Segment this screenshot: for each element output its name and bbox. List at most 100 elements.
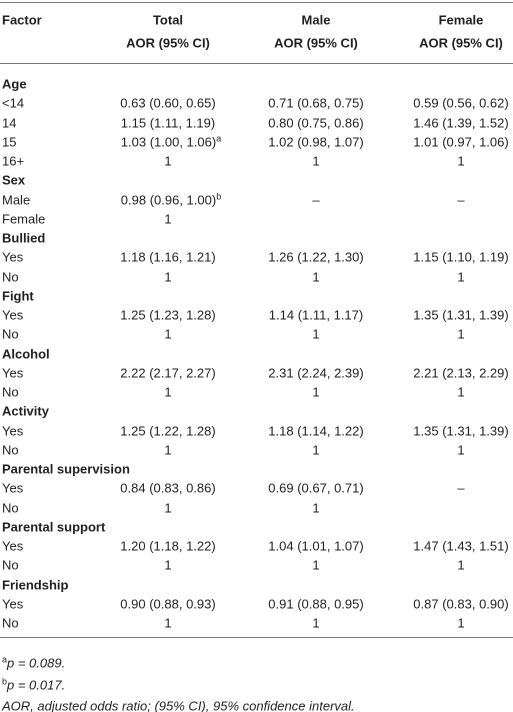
header-subtitle: AOR (95% CI) bbox=[274, 35, 358, 51]
cell-value: 2.21 (2.13, 2.29) bbox=[413, 365, 509, 381]
header-rule bbox=[0, 63, 513, 64]
cell-value: 1 bbox=[164, 269, 172, 284]
footnote: AOR, adjusted odds ratio; (95% CI), 95% … bbox=[2, 700, 355, 712]
cell-value: 1.15 (1.10, 1.19) bbox=[413, 249, 509, 265]
row-label: No bbox=[2, 442, 19, 458]
cell-value: 1 bbox=[457, 557, 465, 573]
cell-value: 1 bbox=[164, 384, 172, 400]
row-label: 14 bbox=[2, 115, 17, 130]
group-name: Parental support bbox=[2, 519, 106, 535]
cell-value: 1.01 (0.97, 1.06) bbox=[413, 134, 509, 150]
group-name: Friendship bbox=[2, 577, 69, 592]
cell-value: 1.26 (1.22, 1.30) bbox=[268, 249, 364, 265]
cell-value: 0.91 (0.88, 0.95) bbox=[268, 596, 364, 612]
footnote-mark: a bbox=[2, 654, 8, 665]
cell-value: 0.84 (0.83, 0.86) bbox=[120, 480, 216, 496]
cell-value: 1 bbox=[312, 615, 320, 631]
footnote-text: AOR, adjusted odds ratio; (95% CI), 95% … bbox=[2, 698, 355, 712]
cell-value: 1.25 (1.23, 1.28) bbox=[120, 307, 216, 323]
cell-value: 1 bbox=[164, 557, 172, 573]
cell-value: 1.47 (1.43, 1.51) bbox=[413, 538, 509, 554]
cell-value: 1.15 (1.11, 1.19) bbox=[120, 115, 216, 130]
cell-value: 1.14 (1.11, 1.17) bbox=[268, 307, 364, 323]
cell-value: 1.18 (1.16, 1.21) bbox=[120, 249, 216, 265]
cell-value: 2.31 (2.24, 2.39) bbox=[268, 365, 364, 381]
cell-value: 1.35 (1.31, 1.39) bbox=[413, 307, 509, 323]
group-name: Bullied bbox=[2, 230, 46, 246]
cell-value: – bbox=[457, 192, 465, 207]
footnote: ap = 0.089. bbox=[2, 654, 66, 671]
cell-value: 1 bbox=[164, 211, 172, 227]
row-label: Yes bbox=[2, 596, 24, 612]
row-label: 16+ bbox=[2, 153, 25, 169]
cell-value: 1 bbox=[164, 442, 172, 458]
cell-value: 2.22 (2.17, 2.27) bbox=[120, 365, 216, 381]
cell-value: – bbox=[312, 192, 320, 207]
cell-value: 0.87 (0.83, 0.90) bbox=[413, 596, 509, 612]
row-label: 15 bbox=[2, 134, 17, 150]
cell-value: 1 bbox=[312, 500, 320, 515]
row-label: Yes bbox=[2, 365, 24, 381]
cell-value: 1 bbox=[312, 326, 320, 342]
row-label: Female bbox=[2, 211, 46, 227]
cell-value: 0.59 (0.56, 0.62) bbox=[413, 95, 509, 111]
cell-text: 1.03 (1.00, 1.06) bbox=[120, 134, 217, 150]
cell-value: 0.90 (0.88, 0.93) bbox=[120, 596, 216, 612]
footnote-mark: b bbox=[2, 676, 8, 687]
cell-value: 0.69 (0.67, 0.71) bbox=[268, 480, 364, 496]
footnote-text: p = 0.017. bbox=[7, 677, 66, 693]
bottom-rule bbox=[0, 637, 513, 638]
cell-value: 1.20 (1.18, 1.22) bbox=[120, 538, 216, 554]
cell-value: 1 bbox=[312, 442, 320, 458]
cell-value: 0.71 (0.68, 0.75) bbox=[268, 95, 364, 111]
cell-value: 1.18 (1.14, 1.22) bbox=[268, 423, 364, 438]
row-label: No bbox=[2, 269, 19, 284]
cell-value: 1 bbox=[457, 269, 465, 284]
row-label: No bbox=[2, 384, 19, 400]
group-name: Age bbox=[2, 76, 27, 92]
footnote-text: p = 0.089. bbox=[7, 655, 66, 671]
cell-value: 1 bbox=[312, 384, 320, 400]
header-column: Total bbox=[152, 12, 184, 28]
cell-value: 0.80 (0.75, 0.86) bbox=[268, 115, 364, 130]
cell-value: – bbox=[457, 480, 465, 496]
row-label: Yes bbox=[2, 423, 24, 438]
cell-value: 1.03 (1.00, 1.06)a bbox=[120, 134, 221, 150]
header-column: Male bbox=[301, 12, 331, 28]
cell-value: 1.25 (1.22, 1.28) bbox=[120, 423, 216, 438]
header-subtitle: AOR (95% CI) bbox=[419, 35, 503, 51]
cell-value: 1 bbox=[457, 442, 465, 458]
row-label: <14 bbox=[2, 95, 25, 111]
header-factor: Factor bbox=[2, 12, 42, 28]
row-label: No bbox=[2, 615, 19, 631]
row-label: Male bbox=[2, 192, 31, 207]
row-label: No bbox=[2, 500, 19, 515]
group-name: Activity bbox=[2, 403, 49, 419]
row-label: Yes bbox=[2, 480, 24, 496]
row-label: No bbox=[2, 326, 19, 342]
cell-value: 0.98 (0.96, 1.00)b bbox=[120, 191, 222, 207]
cell-value: 1 bbox=[457, 326, 465, 342]
group-name: Alcohol bbox=[2, 346, 50, 361]
cell-value: 1.46 (1.39, 1.52) bbox=[413, 115, 509, 130]
cell-text: 0.98 (0.96, 1.00) bbox=[120, 192, 217, 207]
cell-value: 1 bbox=[164, 500, 172, 515]
group-name: Sex bbox=[2, 172, 26, 188]
cell-value: 1 bbox=[312, 153, 320, 169]
row-label: Yes bbox=[2, 249, 24, 265]
header-column: Female bbox=[438, 12, 484, 28]
cell-value: 1.04 (1.01, 1.07) bbox=[268, 538, 364, 554]
top-rule bbox=[0, 2, 513, 3]
cell-value: 1.02 (0.98, 1.07) bbox=[268, 134, 364, 150]
cell-value: 1 bbox=[164, 326, 172, 342]
cell-value: 1.35 (1.31, 1.39) bbox=[413, 423, 509, 438]
cell-value: 1 bbox=[457, 384, 465, 400]
cell-value: 0.63 (0.60, 0.65) bbox=[120, 95, 216, 111]
cell-value: 1 bbox=[164, 153, 172, 169]
row-label: No bbox=[2, 557, 19, 573]
group-name: Fight bbox=[2, 288, 34, 304]
row-label: Yes bbox=[2, 538, 24, 554]
cell-value: 1 bbox=[312, 557, 320, 573]
footnote-mark: b bbox=[216, 191, 222, 201]
